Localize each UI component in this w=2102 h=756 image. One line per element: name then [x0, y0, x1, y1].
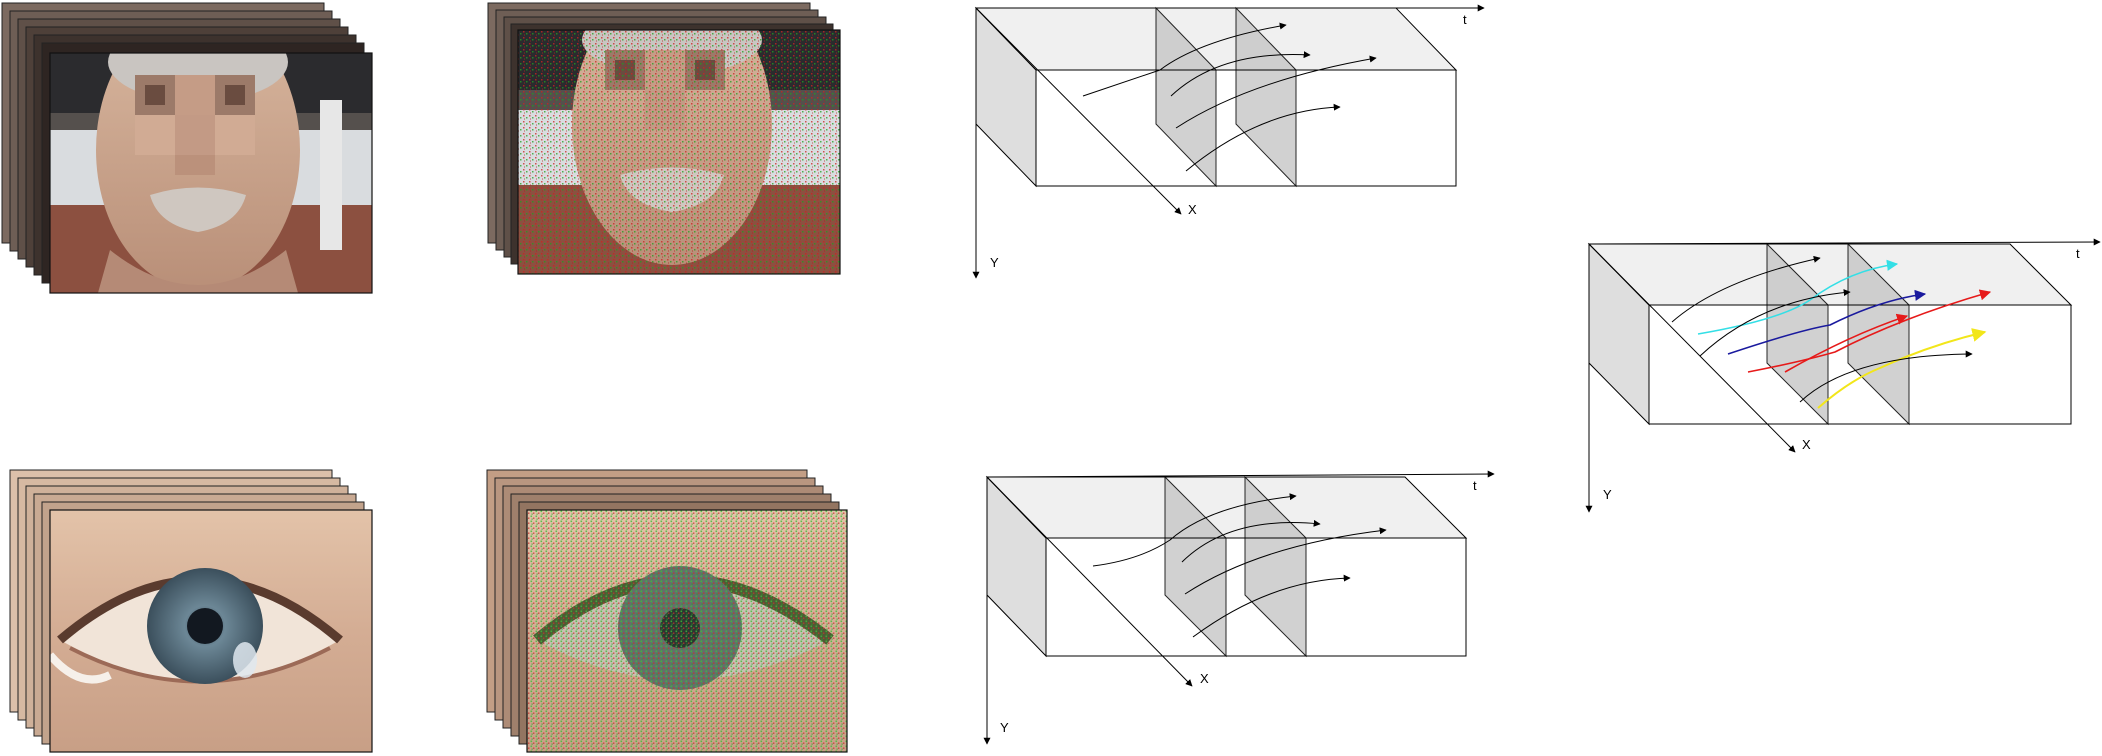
- combined-trajectory-blue: [1727, 289, 1927, 355]
- eye-flow-image-front: [527, 510, 847, 752]
- combined-x-label: X: [1802, 437, 1811, 452]
- top-volume-diagram: t X Y: [972, 4, 1485, 279]
- eye-frame-stack: [9, 469, 373, 753]
- bottom-trajectory-3: [1184, 527, 1387, 595]
- eye-flow-frame-stack: [486, 469, 848, 753]
- eye-image-front: [50, 510, 372, 752]
- combined-volume-top-face: [1587, 243, 2073, 306]
- bottom-trajectory-1: [1092, 493, 1297, 567]
- combined-x-axis: [1588, 243, 1796, 453]
- combined-trajectory-black-3: [1799, 350, 1973, 403]
- top-trajectory-4: [1185, 103, 1341, 172]
- face-flow-image-front: [518, 30, 840, 274]
- bottom-trajectory-4: [1192, 574, 1351, 638]
- combined-t-label: t: [2076, 246, 2080, 261]
- face-flow-frame-stack: [487, 2, 841, 275]
- combined-trajectory-black-1: [1671, 255, 1821, 323]
- face-image-front: [50, 53, 372, 293]
- combined-volume-diagram: t X Y: [1585, 238, 2101, 513]
- top-y-label: Y: [990, 255, 999, 270]
- bottom-trajectory-2: [1181, 519, 1321, 563]
- combined-trajectory-red-2: [1784, 313, 1909, 373]
- bottom-volume-top-face: [985, 476, 1468, 539]
- combined-trajectory-red: [1747, 289, 1992, 373]
- bottom-volume-front-face: [1045, 537, 1467, 657]
- bottom-t-label: t: [1473, 478, 1477, 493]
- bottom-volume-diagram: t X Y: [983, 470, 1495, 745]
- combined-trajectory-black-2: [1699, 289, 1851, 357]
- top-x-axis: [975, 7, 1182, 215]
- top-trajectory-3: [1175, 55, 1377, 129]
- combined-trajectory-yellow: [1817, 328, 1987, 409]
- top-x-label: X: [1188, 202, 1197, 217]
- pixelated-eyes: [135, 75, 255, 175]
- face-frame-stack: [1, 2, 373, 294]
- combined-y-label: Y: [1603, 487, 1612, 502]
- top-t-label: t: [1463, 12, 1467, 27]
- bottom-x-axis: [986, 476, 1193, 687]
- top-trajectory-1: [1082, 22, 1287, 97]
- combined-t-axis: [1588, 238, 2101, 246]
- top-volume-top-face: [974, 7, 1458, 71]
- top-trajectory-2: [1170, 51, 1311, 97]
- top-volume-front-face: [1035, 69, 1457, 187]
- bottom-y-label: Y: [1000, 720, 1009, 735]
- bottom-t-axis: [986, 470, 1495, 478]
- bottom-x-label: X: [1200, 671, 1209, 686]
- combined-volume-front-face: [1648, 304, 2072, 425]
